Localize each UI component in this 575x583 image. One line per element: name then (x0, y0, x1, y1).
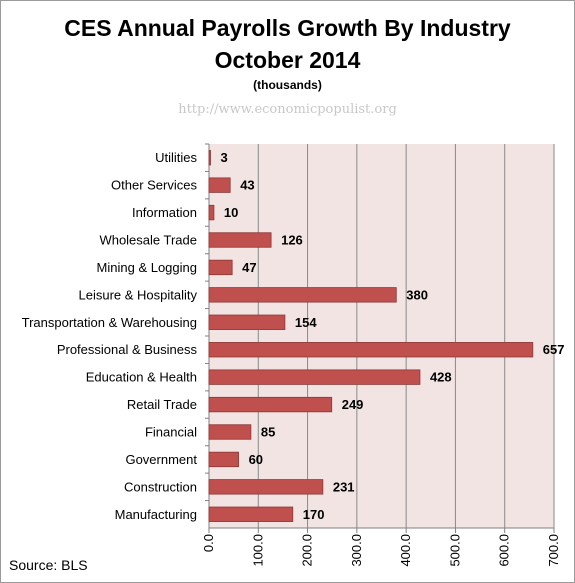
data-label: 154 (295, 315, 317, 330)
chart-title-line2: October 2014 (214, 47, 361, 73)
bar (208, 287, 397, 303)
bar (208, 342, 534, 358)
bar (208, 177, 231, 193)
watermark-url: http://www.economicpopulist.org (178, 102, 397, 117)
category-label: Retail Trade (127, 397, 197, 412)
category-label: Wholesale Trade (99, 233, 197, 248)
data-label: 170 (303, 507, 325, 522)
x-tick-label: 400.0 (398, 534, 413, 567)
x-tick-label: 200.0 (300, 534, 315, 567)
bar (208, 259, 233, 276)
data-label: 60 (249, 452, 263, 467)
bar (208, 150, 211, 166)
data-label: 47 (242, 260, 256, 275)
bar (208, 232, 272, 248)
data-label: 10 (224, 205, 238, 220)
bar (208, 506, 294, 522)
plot-area (209, 144, 554, 528)
category-label: Professional & Business (57, 342, 198, 357)
data-label: 85 (261, 425, 275, 440)
data-label: 3 (220, 150, 227, 165)
category-label: Other Services (111, 178, 197, 193)
data-label: 657 (543, 342, 565, 357)
category-label: Utilities (155, 150, 197, 165)
bar (208, 369, 421, 385)
x-tick-label: 300.0 (349, 534, 364, 567)
x-tick-label: 700.0 (546, 534, 561, 567)
source-note: Source: BLS (9, 557, 88, 573)
chart-subtitle: (thousands) (253, 78, 322, 92)
x-tick-label: 100.0 (250, 534, 265, 567)
category-label: Information (132, 205, 197, 220)
category-label: Financial (145, 425, 197, 440)
data-label: 428 (430, 370, 452, 385)
x-tick-label: 0.0 (201, 534, 216, 552)
bar (208, 396, 333, 413)
bar (208, 314, 286, 330)
data-label: 43 (240, 178, 254, 193)
data-label: 126 (281, 233, 303, 248)
bar (208, 451, 239, 468)
x-tick-label: 600.0 (497, 534, 512, 567)
data-label: 380 (406, 287, 428, 302)
bar (208, 204, 215, 221)
data-label: 231 (333, 479, 355, 494)
category-label: Education & Health (86, 370, 197, 385)
bar (208, 479, 324, 495)
category-label: Manufacturing (115, 507, 197, 522)
bar (208, 424, 252, 440)
x-tick-label: 500.0 (447, 534, 462, 567)
category-label: Construction (124, 479, 197, 494)
data-label: 249 (342, 397, 364, 412)
chart-title-line1: CES Annual Payrolls Growth By Industry (64, 15, 511, 41)
category-label: Government (125, 452, 197, 467)
category-label: Leisure & Hospitality (79, 287, 198, 302)
category-label: Transportation & Warehousing (22, 315, 197, 330)
category-label: Mining & Logging (97, 260, 197, 275)
